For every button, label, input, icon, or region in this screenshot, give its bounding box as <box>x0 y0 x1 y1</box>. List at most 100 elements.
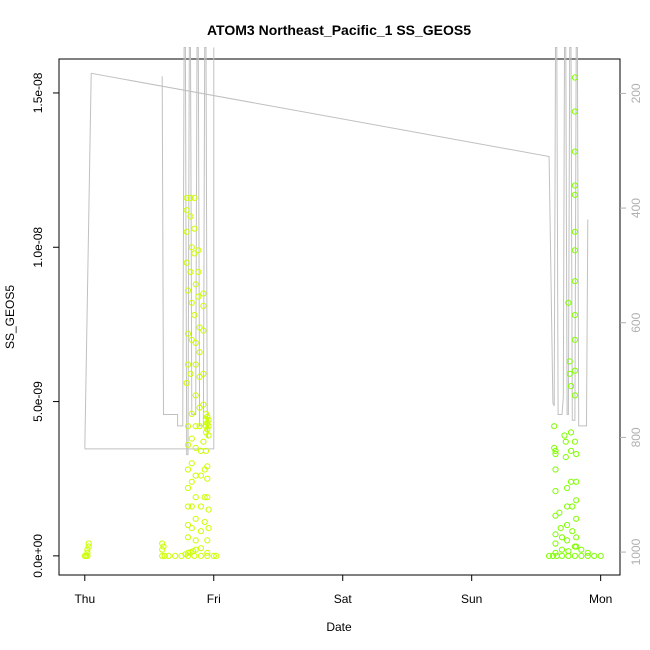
data-point <box>184 423 192 430</box>
data-point <box>571 392 579 399</box>
data-point <box>571 228 579 235</box>
data-point <box>573 534 580 541</box>
data-point <box>196 404 203 411</box>
data-point <box>552 466 559 473</box>
data-point <box>184 484 192 492</box>
data-point <box>569 528 576 535</box>
data-point <box>184 287 192 294</box>
data-point <box>561 432 568 439</box>
data-point <box>188 503 195 510</box>
series-layer <box>81 47 604 560</box>
x-tick-label: Sun <box>461 592 482 606</box>
data-point <box>551 444 558 451</box>
data-point <box>187 370 194 377</box>
data-point <box>204 552 211 560</box>
data-point <box>202 417 210 424</box>
data-point <box>566 358 573 365</box>
data-point <box>187 213 194 220</box>
data-point <box>205 525 212 532</box>
data-point <box>546 552 553 560</box>
right-y-tick-label: 400 <box>629 198 643 218</box>
data-point <box>571 552 579 560</box>
data-point <box>184 521 192 529</box>
data-point <box>188 336 195 343</box>
data-point <box>159 546 166 553</box>
data-point <box>172 552 179 560</box>
data-point <box>84 549 91 556</box>
data-point <box>85 543 92 550</box>
y-tick-label: 1.0e-08 <box>31 227 45 268</box>
data-point <box>552 488 559 495</box>
data-point <box>183 379 190 387</box>
pressure-line <box>84 47 215 450</box>
data-point <box>552 512 559 519</box>
pressure-line <box>161 47 209 456</box>
x-tick-label: Thu <box>74 592 95 606</box>
data-point <box>196 324 203 331</box>
data-point <box>184 534 192 541</box>
data-point <box>188 460 195 467</box>
data-point <box>573 450 580 458</box>
data-point <box>192 494 199 501</box>
data-point <box>188 478 195 485</box>
data-point <box>571 74 579 81</box>
data-point <box>197 552 204 560</box>
right-y-tick-label: 800 <box>629 427 643 447</box>
data-point <box>192 423 199 430</box>
data-point <box>196 423 203 430</box>
right-y-tick-label: 200 <box>629 83 643 103</box>
data-point <box>196 373 203 380</box>
data-point <box>201 518 208 526</box>
data-point <box>159 552 166 560</box>
right-y-tick-label: 600 <box>629 312 643 332</box>
data-point <box>556 509 563 516</box>
data-point <box>205 432 212 439</box>
data-point <box>192 339 199 346</box>
data-point <box>204 463 211 470</box>
data-point <box>200 290 207 297</box>
data-point <box>197 528 204 535</box>
data-point <box>191 194 198 201</box>
axes-layer: Thu Fri Sat Sun Mon 0.0e+00 5.0e-09 1.0e-08 1.5e… <box>31 72 643 606</box>
data-point <box>201 494 208 501</box>
data-point <box>202 410 210 417</box>
data-point <box>565 548 572 555</box>
data-point <box>552 450 559 458</box>
data-point <box>552 549 559 556</box>
data-point <box>85 540 92 547</box>
data-point <box>192 444 199 451</box>
x-tick-label: Sat <box>334 592 353 606</box>
data-point <box>210 552 217 560</box>
data-point <box>192 361 199 368</box>
data-point <box>204 426 211 433</box>
data-point <box>187 268 194 275</box>
data-point <box>566 370 573 377</box>
data-point <box>192 515 199 522</box>
data-point <box>191 250 198 257</box>
data-point <box>553 552 560 560</box>
data-point <box>184 330 192 337</box>
data-point <box>184 466 192 473</box>
data-point <box>183 259 190 266</box>
data-point <box>578 552 585 560</box>
data-point <box>564 503 571 510</box>
data-point <box>200 302 207 309</box>
data-point <box>204 475 211 482</box>
data-point <box>551 423 558 430</box>
data-point <box>571 148 579 155</box>
data-point <box>192 472 199 479</box>
data-point <box>571 367 579 374</box>
data-point <box>597 552 604 560</box>
data-point <box>578 546 585 553</box>
data-point <box>571 438 579 445</box>
data-point <box>188 435 195 442</box>
data-point <box>188 410 195 417</box>
data-point <box>195 293 202 300</box>
plot-frame <box>58 58 621 576</box>
data-point <box>204 420 211 427</box>
data-point <box>571 108 579 115</box>
data-point <box>202 447 210 454</box>
data-point <box>200 438 207 445</box>
data-point <box>558 534 566 541</box>
data-point <box>192 537 199 544</box>
